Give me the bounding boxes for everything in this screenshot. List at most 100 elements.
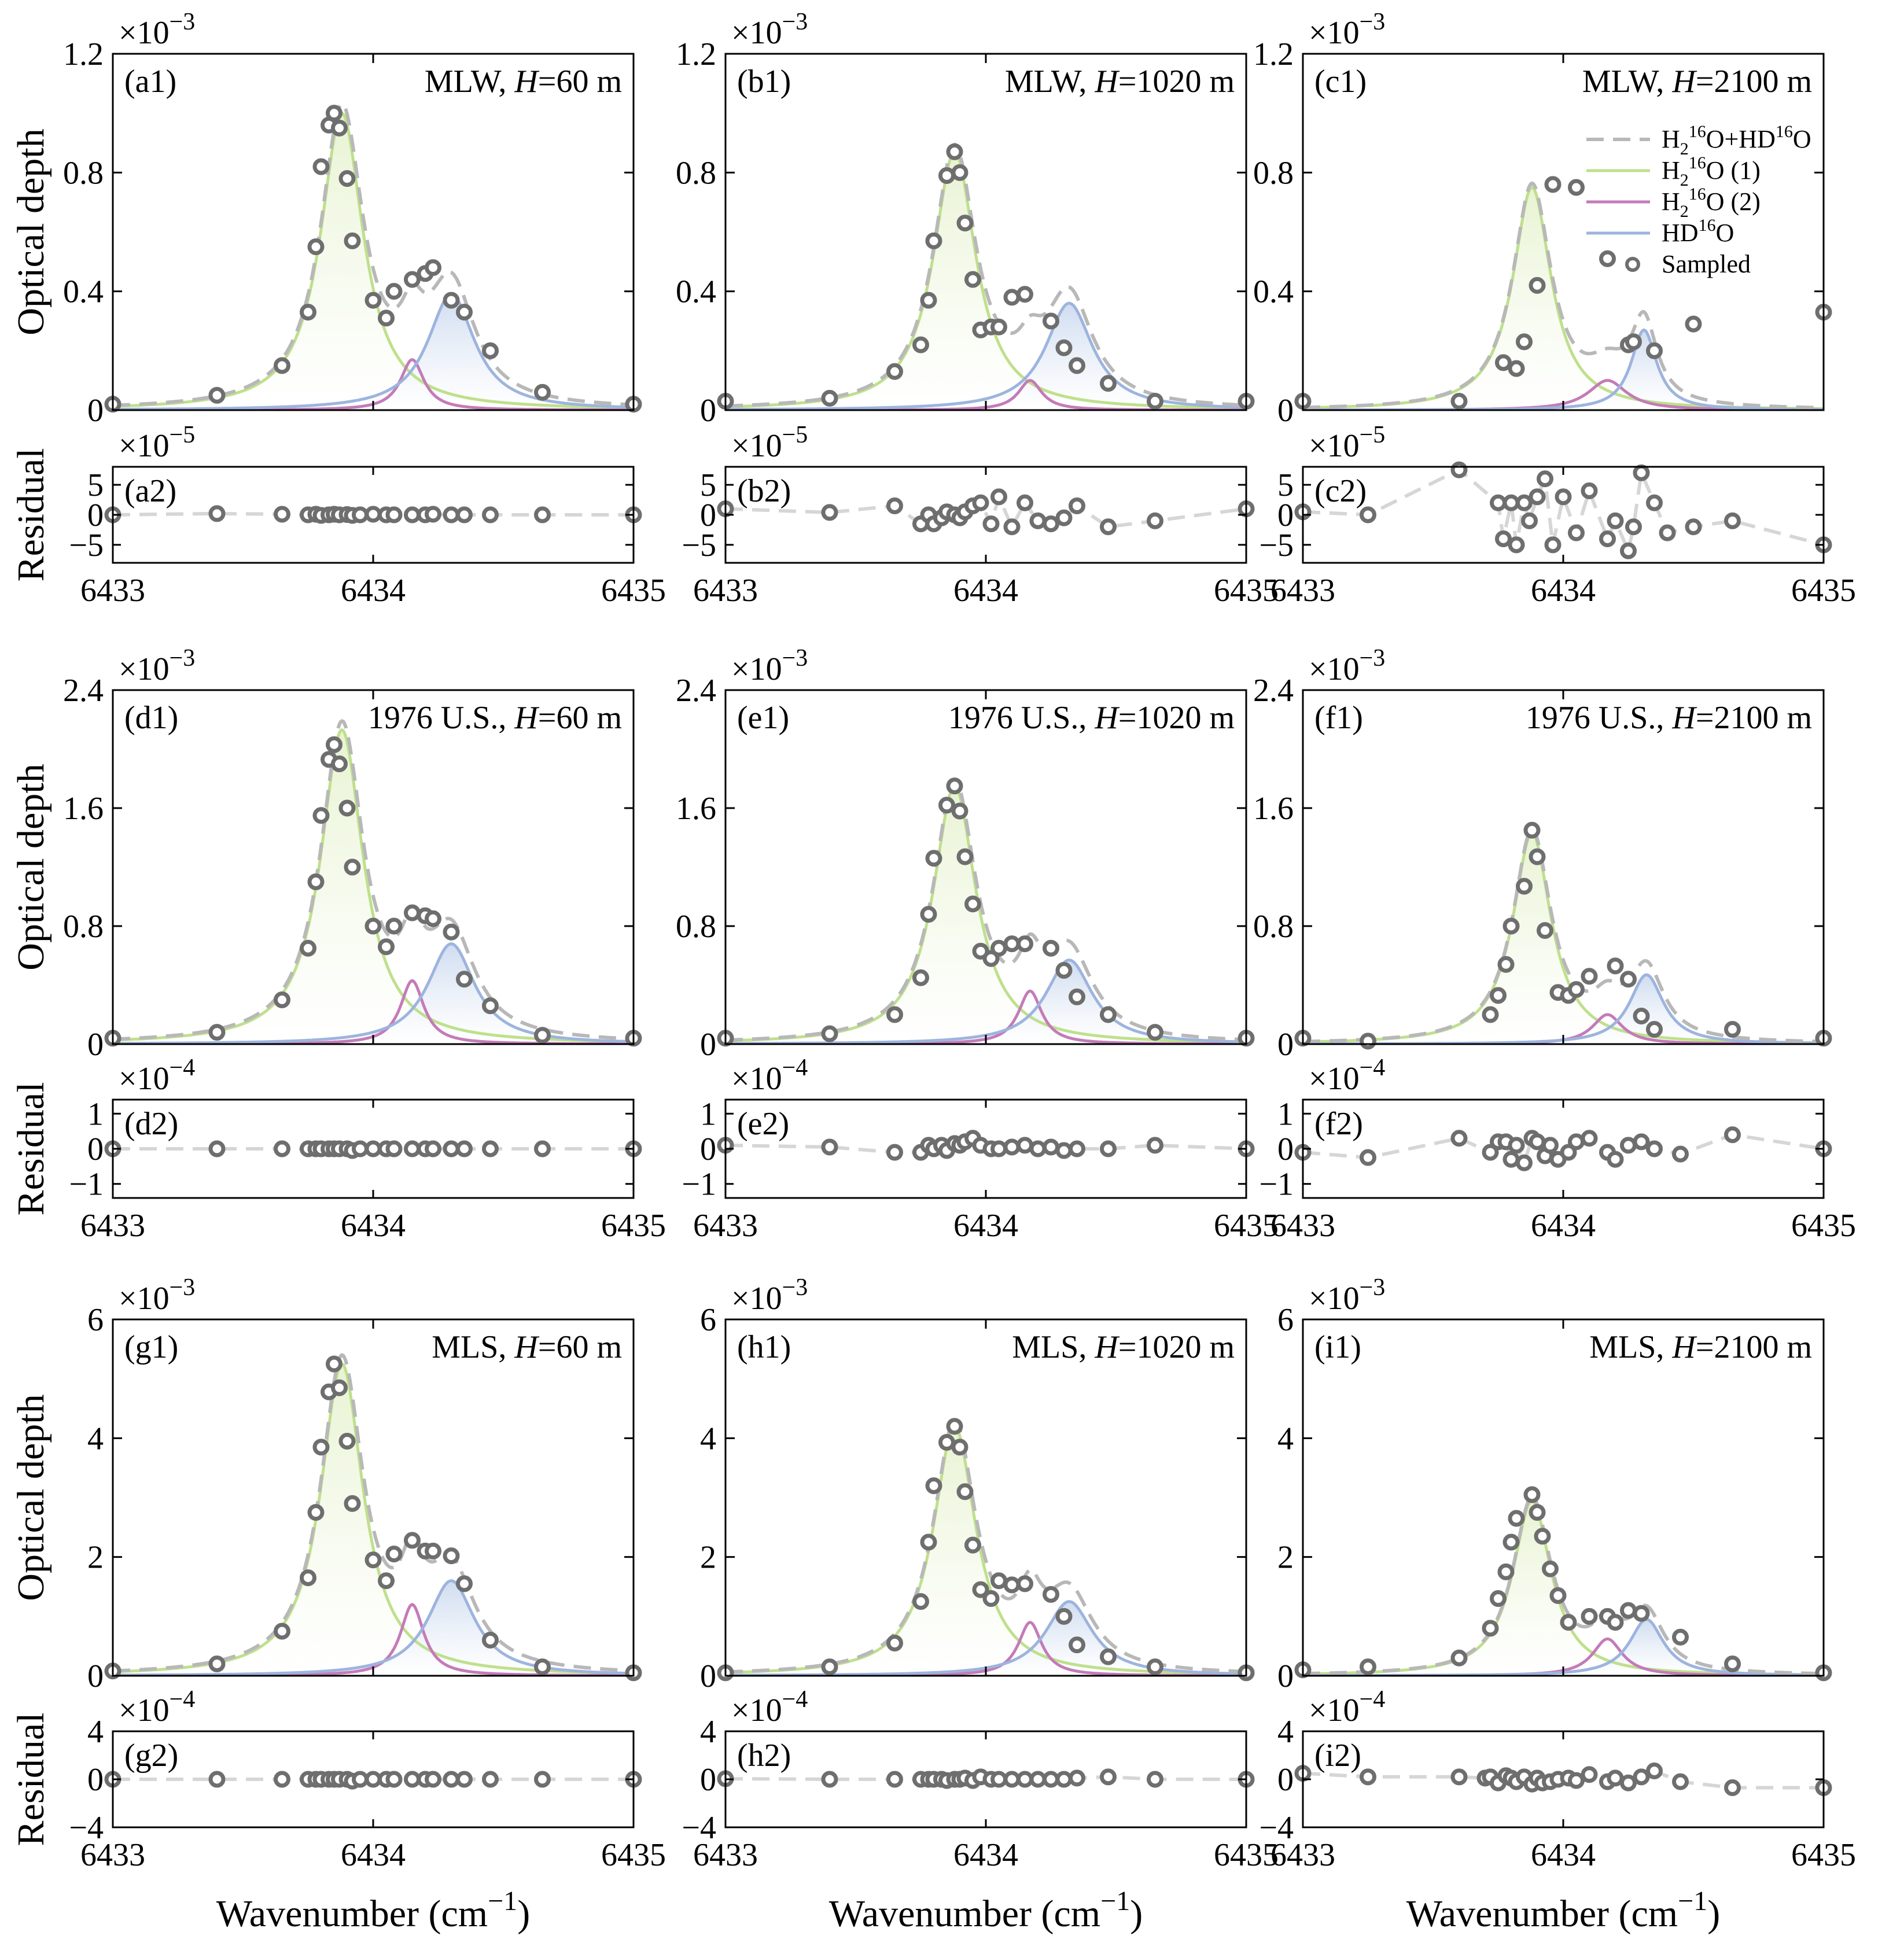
panel-label: (g1): [124, 1329, 178, 1365]
y-tick-label: 2: [87, 1540, 104, 1576]
y-tick-label: 0: [87, 1027, 104, 1063]
residual-tick-label: 4: [87, 1714, 104, 1750]
panel-title: 1976 U.S., H=1020 m: [948, 700, 1235, 736]
residual-point: [1003, 1138, 1021, 1156]
sampled-point: [946, 777, 963, 795]
residual-point: [1003, 518, 1021, 536]
sampled-point: [1544, 176, 1561, 193]
y-tick-label: 1.2: [676, 36, 716, 72]
sampled-point: [951, 164, 968, 181]
residual-panel-label: (c2): [1314, 473, 1367, 509]
residual-point: [1516, 1154, 1533, 1171]
sampled-point: [990, 1572, 1007, 1590]
sampled-point: [938, 1434, 955, 1451]
y-tick-label: 1.6: [63, 791, 104, 827]
sampled-point: [956, 848, 974, 865]
y-exponent-label: ×10−3: [119, 1274, 195, 1317]
y-exponent-label: ×10−3: [731, 1274, 808, 1317]
y-tick-label: 1.6: [676, 791, 716, 827]
residual-point: [1672, 1773, 1689, 1790]
residual-point: [1607, 1769, 1624, 1787]
residual-panel-label: (b2): [737, 473, 791, 509]
sampled-point: [1055, 1608, 1073, 1625]
residual-point: [1055, 509, 1073, 526]
residual-tick-label: 5: [1277, 467, 1294, 503]
legend-label-h2o1: H216O (1): [1662, 153, 1761, 190]
sampled-point: [344, 1495, 361, 1512]
panel-title: 1976 U.S., H=60 m: [368, 700, 622, 736]
panel-label: (f1): [1314, 700, 1363, 736]
sampled-point: [1568, 179, 1585, 196]
residual-point: [1544, 536, 1561, 554]
residual-point: [404, 1771, 421, 1788]
y-tick-label: 0: [700, 1027, 716, 1063]
residual-point: [1646, 1140, 1663, 1157]
y-tick-label: 6: [1277, 1302, 1294, 1338]
sampled-point: [1581, 968, 1598, 985]
panel-title: MLW, H=60 m: [425, 64, 622, 99]
y-tick-label: 2: [1277, 1540, 1294, 1576]
residual-point: [482, 506, 499, 523]
panel-c: 00.40.81.2×10−3(c1) MLW, H=2100 m−5056433…: [1253, 9, 1856, 609]
sampled-point: [982, 950, 1000, 967]
panel-title: MLS, H=1020 m: [1012, 1329, 1235, 1365]
sampled-point: [1017, 1575, 1033, 1592]
residual-panel-label: (d2): [124, 1106, 178, 1142]
residual-point: [1568, 524, 1585, 541]
sampled-point: [482, 997, 499, 1015]
sampled-point: [1069, 1636, 1085, 1654]
residual-exponent-label: ×10−5: [731, 422, 808, 464]
x-tick-label: 6435: [601, 573, 666, 609]
sampled-point: [385, 283, 403, 300]
residual-point: [385, 1771, 403, 1788]
residual-tick-label: 4: [700, 1714, 716, 1750]
h2o1-fill: [725, 152, 1246, 410]
y-tick-label: 0: [1277, 393, 1294, 429]
sampled-point: [956, 215, 974, 232]
residual-tick-label: 0: [700, 497, 716, 533]
x-tick-label: 6434: [953, 1837, 1018, 1873]
h2o1-fill: [725, 1426, 1246, 1676]
sampled-point: [1724, 1021, 1741, 1038]
x-tick-label: 6435: [1214, 573, 1279, 609]
sampled-point: [1450, 1649, 1468, 1667]
x-axis-label: Wavenumber (cm−1): [829, 1886, 1143, 1935]
hdo-fill: [725, 960, 1246, 1044]
sampled-point: [1620, 1602, 1637, 1619]
residual-point: [482, 1140, 499, 1157]
sampled-point: [312, 158, 330, 175]
y-axis-label: Optical depth: [10, 764, 52, 970]
y-tick-label: 2.4: [676, 673, 716, 709]
x-tick-label: 6434: [1531, 1208, 1596, 1244]
x-tick-label: 6433: [693, 573, 758, 609]
residual-point: [1568, 1772, 1585, 1789]
residual-point: [404, 1140, 421, 1157]
sampled-point: [912, 336, 929, 353]
sampled-point: [1069, 357, 1085, 374]
sampled-point: [982, 1590, 1000, 1608]
residual-tick-label: −5: [69, 528, 104, 563]
residual-point: [1724, 1126, 1741, 1144]
sampled-point: [1490, 1590, 1507, 1608]
sampled-point: [886, 363, 903, 380]
sampled-point: [1516, 878, 1533, 895]
residual-panel-label: (g2): [124, 1738, 178, 1774]
sampled-point: [1055, 962, 1073, 979]
residual-tick-label: −5: [682, 528, 716, 563]
legend-label-hdo: HD16O: [1662, 216, 1734, 247]
sampled-point: [1581, 1608, 1598, 1625]
sampled-point: [307, 238, 325, 256]
sampled-point: [456, 304, 473, 321]
sampled-point: [331, 755, 348, 772]
residual-panel-label: (a2): [124, 473, 176, 509]
sampled-point: [951, 802, 968, 820]
residual-tick-label: 4: [1277, 1714, 1294, 1750]
residual-point: [1685, 518, 1702, 536]
y-tick-label: 6: [700, 1302, 716, 1338]
sampled-point: [331, 119, 348, 137]
residual-point: [886, 1144, 903, 1161]
legend-marker-sampled: [1625, 257, 1640, 272]
residual-tick-label: 0: [1277, 1131, 1294, 1167]
sampled-point: [338, 799, 356, 817]
